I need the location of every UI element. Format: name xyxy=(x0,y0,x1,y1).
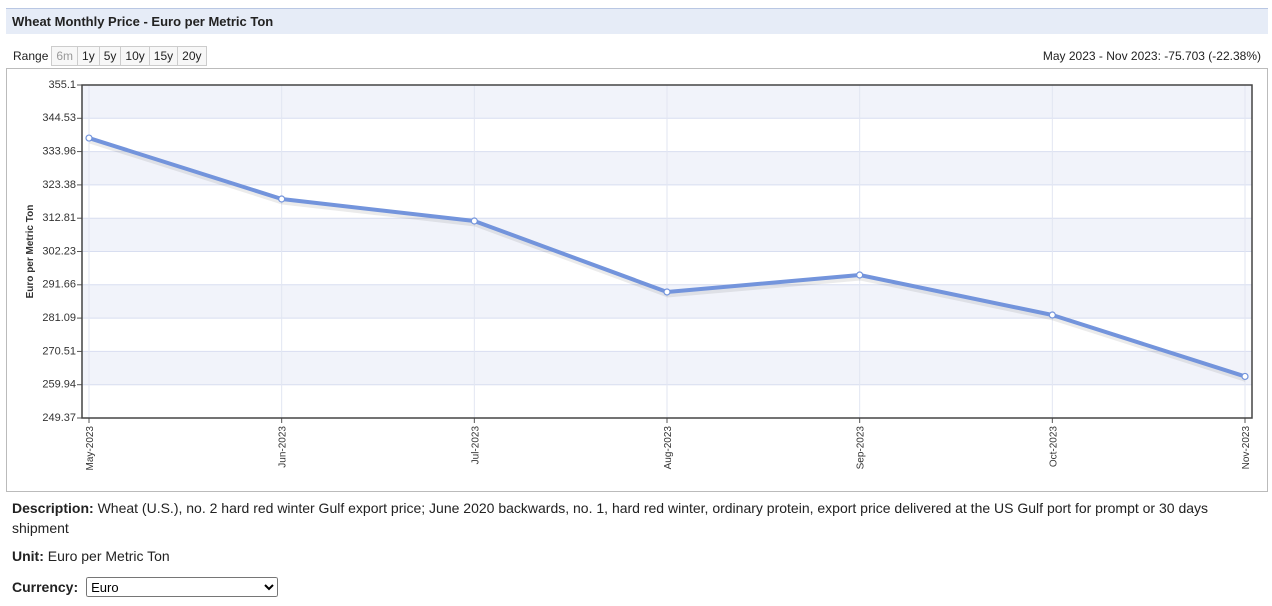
y-tick-label: 270.51 xyxy=(42,345,76,357)
unit-text: Euro per Metric Ton xyxy=(47,548,170,564)
y-tick-label: 323.38 xyxy=(42,179,76,191)
y-tick-label: 344.53 xyxy=(42,112,76,124)
y-tick-label: 249.37 xyxy=(42,412,76,424)
description: Description: Wheat (U.S.), no. 2 hard re… xyxy=(12,498,1232,538)
x-tick-label: Jun-2023 xyxy=(278,426,289,468)
point xyxy=(856,271,864,279)
range-button[interactable]: 10y xyxy=(120,46,150,66)
range-button[interactable]: 5y xyxy=(98,46,122,66)
y-tick-label: 302.23 xyxy=(42,245,76,257)
description-label: Description: xyxy=(12,500,94,516)
y-tick-label: 312.81 xyxy=(42,212,76,224)
x-tick-label: Nov-2023 xyxy=(1241,426,1252,470)
y-axis-title: Euro per Metric Ton xyxy=(25,205,36,299)
currency: Currency: Euro xyxy=(12,577,279,597)
point xyxy=(470,217,478,225)
x-tick-label: Oct-2023 xyxy=(1048,426,1059,468)
range-summary: May 2023 - Nov 2023: -75.703 (-22.38%) xyxy=(1042,49,1261,63)
point xyxy=(278,195,286,203)
point xyxy=(85,134,93,142)
range-button[interactable]: 15y xyxy=(148,46,179,66)
unit-label: Unit: xyxy=(12,548,44,564)
x-tick-label: Jul-2023 xyxy=(470,426,481,465)
x-tick-label: May-2023 xyxy=(85,426,96,471)
description-text: Wheat (U.S.), no. 2 hard red winter Gulf… xyxy=(12,500,1209,536)
point xyxy=(1241,372,1249,381)
y-tick-label: 333.96 xyxy=(42,145,76,157)
point xyxy=(663,288,671,296)
y-tick-label: 355.1 xyxy=(48,79,76,91)
range-bar: Range 6m 1y 5y 10y 15y 20y xyxy=(13,46,207,66)
range-label: Range xyxy=(13,49,49,63)
unit: Unit: Euro per Metric Ton xyxy=(12,548,170,564)
point xyxy=(1048,311,1056,319)
x-tick-label: Aug-2023 xyxy=(663,426,674,470)
range-button[interactable]: 1y xyxy=(77,46,100,66)
currency-label: Currency: xyxy=(12,579,79,595)
x-tick-label: Sep-2023 xyxy=(856,426,867,470)
range-button[interactable]: 20y xyxy=(177,46,207,66)
plot-border xyxy=(81,84,1253,419)
range-button[interactable]: 6m xyxy=(51,46,79,66)
chart-title: Wheat Monthly Price - Euro per Metric To… xyxy=(6,8,1268,34)
range-buttons: 6m 1y 5y 10y 15y 20y xyxy=(51,46,207,66)
y-tick-label: 259.94 xyxy=(42,379,76,391)
y-tick-label: 281.09 xyxy=(42,312,76,324)
y-tick-label: 291.66 xyxy=(42,279,76,291)
currency-select[interactable]: Euro xyxy=(86,577,279,597)
chart: 249.37 259.94 270.51 281.09 291.66 302.23 312.… xyxy=(6,68,1268,492)
